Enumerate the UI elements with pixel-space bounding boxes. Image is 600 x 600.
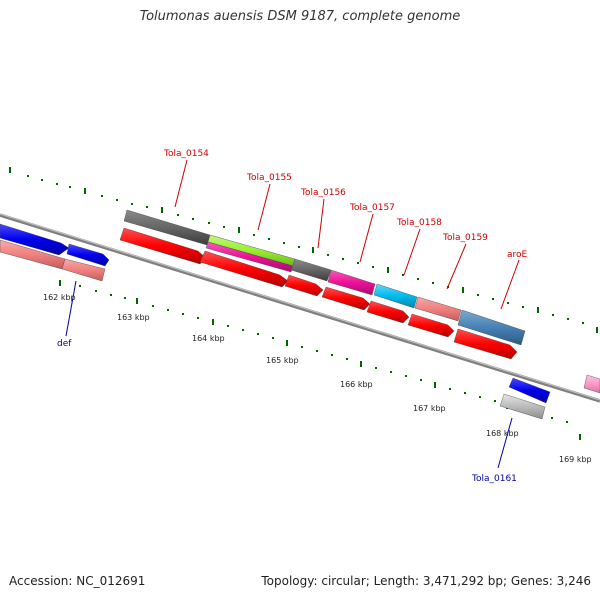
label-tola-0161[interactable]: Tola_0161 bbox=[471, 474, 517, 484]
tick-label-162: 162 kbp bbox=[43, 293, 76, 302]
lower-genes bbox=[499, 377, 551, 420]
tick-label-166: 166 kbp bbox=[340, 380, 373, 389]
major-tick bbox=[161, 207, 163, 213]
gene-salmon-def[interactable] bbox=[61, 258, 106, 282]
major-tick bbox=[462, 287, 464, 293]
tick-label-164: 164 kbp bbox=[192, 334, 225, 343]
genome-backbone bbox=[0, 213, 600, 403]
gene-tola-0156[interactable] bbox=[290, 258, 332, 282]
gene-tola-0161[interactable] bbox=[499, 393, 546, 420]
major-tick bbox=[9, 167, 11, 173]
label-tola-0156[interactable]: Tola_0156 bbox=[300, 188, 346, 198]
major-tick bbox=[286, 340, 288, 346]
tick-label-169: 169 kbp bbox=[559, 455, 592, 464]
gene-tola-0155-strip bbox=[205, 241, 294, 273]
gene-pink-right[interactable] bbox=[583, 374, 600, 394]
major-tick bbox=[238, 227, 240, 233]
gene-tola-0157[interactable] bbox=[327, 269, 376, 296]
major-tick bbox=[84, 188, 86, 194]
label-def[interactable]: def bbox=[57, 339, 72, 349]
lower-dotted-track bbox=[59, 280, 581, 440]
tick-label-167: 167 kbp bbox=[413, 404, 446, 413]
major-tick bbox=[312, 247, 314, 253]
tick-label-165: 165 kbp bbox=[266, 356, 299, 365]
major-tick bbox=[596, 327, 598, 333]
upper-dotted-track bbox=[9, 167, 598, 333]
major-tick bbox=[212, 319, 214, 325]
gene-blue-def[interactable] bbox=[66, 243, 110, 267]
topology-text: Topology: circular; Length: 3,471,292 bp… bbox=[261, 574, 591, 588]
label-tola-0159[interactable]: Tola_0159 bbox=[442, 233, 488, 243]
label-leaders bbox=[65, 159, 520, 469]
inner-gene-track bbox=[0, 227, 518, 360]
label-tola-0157[interactable]: Tola_0157 bbox=[349, 203, 395, 213]
label-tola-0155[interactable]: Tola_0155 bbox=[246, 173, 292, 183]
major-tick bbox=[537, 307, 539, 313]
major-tick bbox=[434, 382, 436, 388]
gene-tola-0158[interactable] bbox=[373, 283, 418, 309]
label-tola-0154[interactable]: Tola_0154 bbox=[163, 149, 209, 159]
major-tick bbox=[360, 361, 362, 367]
map-title: Tolumonas auensis DSM 9187, complete gen… bbox=[139, 9, 461, 24]
cds-red-3[interactable] bbox=[284, 274, 324, 297]
accession-text: Accession: NC_012691 bbox=[9, 574, 146, 588]
gene-blue-left[interactable] bbox=[0, 223, 70, 256]
major-tick bbox=[387, 267, 389, 273]
gene-tola-0159[interactable] bbox=[414, 296, 462, 322]
outer-gene-track bbox=[0, 209, 600, 394]
label-tola-0158[interactable]: Tola_0158 bbox=[396, 218, 442, 228]
gene-tola-0161-blue[interactable] bbox=[508, 377, 551, 404]
major-tick bbox=[579, 434, 581, 440]
label-aroe[interactable]: aroE bbox=[507, 250, 528, 260]
cds-red-5[interactable] bbox=[366, 300, 410, 324]
cds-red-4[interactable] bbox=[321, 286, 371, 311]
cds-red-2[interactable] bbox=[199, 250, 289, 288]
cds-red-7[interactable] bbox=[453, 328, 518, 360]
tick-label-163: 163 kbp bbox=[117, 313, 150, 322]
gene-aroe[interactable] bbox=[457, 309, 526, 346]
major-tick bbox=[59, 280, 61, 286]
tick-label-168: 168 kbp bbox=[486, 429, 519, 438]
cds-red-6[interactable] bbox=[407, 313, 455, 338]
major-tick bbox=[136, 298, 138, 304]
genome-backbone-highlight bbox=[0, 213, 600, 401]
